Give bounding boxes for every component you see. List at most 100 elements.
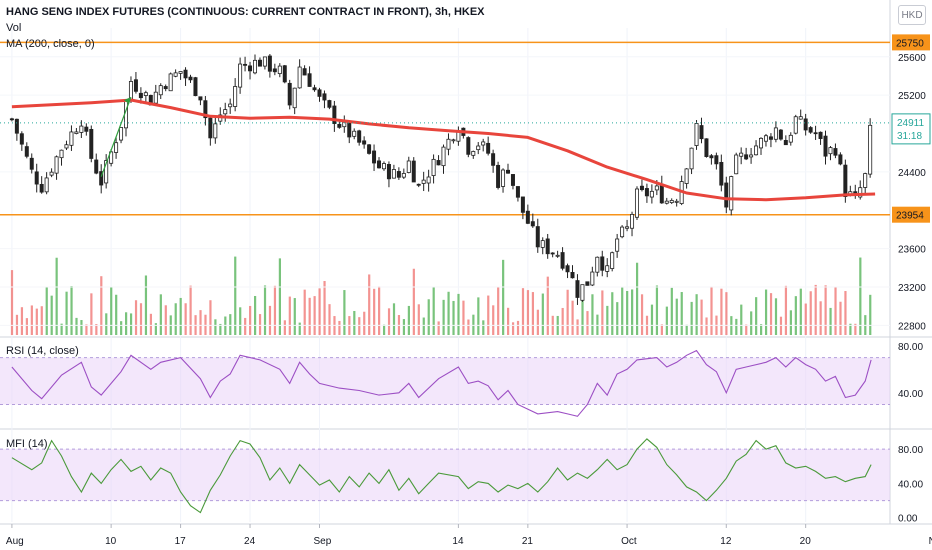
- volume-bar: [268, 305, 272, 335]
- candle-body: [520, 196, 525, 213]
- volume-bar: [174, 303, 177, 335]
- volume-bar: [303, 289, 306, 335]
- candle-body: [69, 131, 74, 146]
- candle-body: [863, 173, 868, 188]
- volume-bar: [214, 319, 217, 335]
- volume-bar: [298, 322, 301, 335]
- candle-body: [406, 160, 411, 173]
- candle-body: [173, 72, 178, 77]
- volume-bar: [90, 293, 93, 335]
- candle-body: [119, 127, 124, 141]
- volume-bar: [531, 292, 535, 335]
- volume-bar: [368, 274, 371, 335]
- candle-body: [600, 256, 605, 271]
- volume-bar: [650, 304, 654, 335]
- volume-bar: [502, 259, 505, 335]
- volume-bar: [695, 294, 698, 335]
- volume-bar: [134, 300, 138, 335]
- volume-label[interactable]: Vol: [6, 22, 22, 34]
- mfi-line: [11, 438, 872, 514]
- volume-bar: [789, 310, 792, 335]
- candle-body: [684, 168, 689, 184]
- volume-bar: [566, 289, 569, 335]
- candle-body: [555, 254, 560, 257]
- mfi-tick-label: 80.00: [898, 445, 923, 456]
- volume-bar: [635, 262, 639, 335]
- volume-bar: [60, 323, 63, 335]
- volume-bar: [209, 300, 212, 335]
- candle-body: [29, 157, 34, 170]
- candle-body: [540, 240, 545, 248]
- mfi-label[interactable]: MFI (14): [6, 438, 48, 450]
- candle-body: [312, 87, 317, 91]
- candle-body: [664, 200, 669, 204]
- candle-body: [471, 151, 476, 156]
- candle-body: [689, 147, 694, 170]
- volume-bar: [85, 324, 88, 335]
- candle-body: [248, 65, 253, 72]
- volume-bar: [40, 306, 43, 335]
- candle-body: [763, 135, 768, 142]
- volume-bar: [229, 314, 232, 335]
- candle-body: [550, 252, 555, 255]
- volume-bar: [844, 291, 847, 335]
- candle-body: [515, 186, 520, 198]
- candle-body: [272, 68, 277, 73]
- candle-body: [486, 142, 491, 154]
- candle-body: [381, 163, 386, 170]
- volume-bar: [363, 311, 366, 335]
- candle-body: [744, 154, 749, 160]
- rsi-label[interactable]: RSI (14, close): [6, 345, 79, 357]
- candle-body: [401, 173, 406, 178]
- candle-body: [411, 160, 416, 183]
- rsi-tick-label: 80.00: [898, 342, 923, 353]
- volume-bar: [318, 288, 321, 335]
- candle-body: [833, 148, 838, 156]
- candle-body: [426, 176, 431, 184]
- candle-body: [451, 139, 456, 142]
- candle-body: [828, 147, 833, 155]
- candle-body: [168, 73, 173, 92]
- candle-body: [133, 79, 138, 92]
- candle-body: [585, 281, 590, 286]
- candle-body: [138, 92, 143, 99]
- level-tag-label: 23954: [896, 211, 924, 222]
- candle-body: [669, 200, 674, 203]
- volume-bar: [139, 303, 143, 335]
- volume-bar: [457, 293, 460, 335]
- price-tick-label: 25200: [898, 91, 926, 102]
- volume-bar: [536, 309, 539, 335]
- volume-bar: [45, 287, 48, 335]
- candle-body: [243, 63, 248, 66]
- candle-body: [104, 160, 109, 184]
- candle-body: [580, 284, 585, 301]
- volume-bar: [799, 288, 802, 335]
- currency-badge[interactable]: HKD: [898, 5, 926, 25]
- candle-body: [178, 71, 183, 74]
- volume-bar: [576, 319, 579, 335]
- volume-bar: [769, 293, 773, 335]
- candle-body: [332, 105, 337, 124]
- ma-label[interactable]: MA (200, close, 0): [6, 38, 95, 50]
- volume-bar: [497, 286, 500, 335]
- volume-bar: [373, 288, 376, 335]
- x-tick-label: 24: [244, 536, 256, 547]
- candle-body: [49, 171, 54, 176]
- x-tick-label: Sep: [313, 536, 331, 547]
- volume-bar: [125, 312, 128, 335]
- volume-bar: [70, 286, 73, 335]
- volume-bar: [462, 300, 465, 335]
- volume-bar: [869, 294, 872, 335]
- volume-bar: [829, 307, 832, 335]
- volume-bar: [690, 301, 693, 335]
- candle-body: [337, 124, 342, 128]
- chart-title: HANG SENG INDEX FUTURES (CONTINUOUS: CUR…: [6, 6, 485, 18]
- candle-body: [441, 146, 446, 167]
- volume-bar: [735, 318, 738, 335]
- volume-bar: [710, 286, 713, 335]
- candle-body: [590, 271, 595, 286]
- volume-bar: [20, 307, 24, 335]
- volume-bar: [179, 297, 182, 335]
- candle-body: [510, 174, 515, 186]
